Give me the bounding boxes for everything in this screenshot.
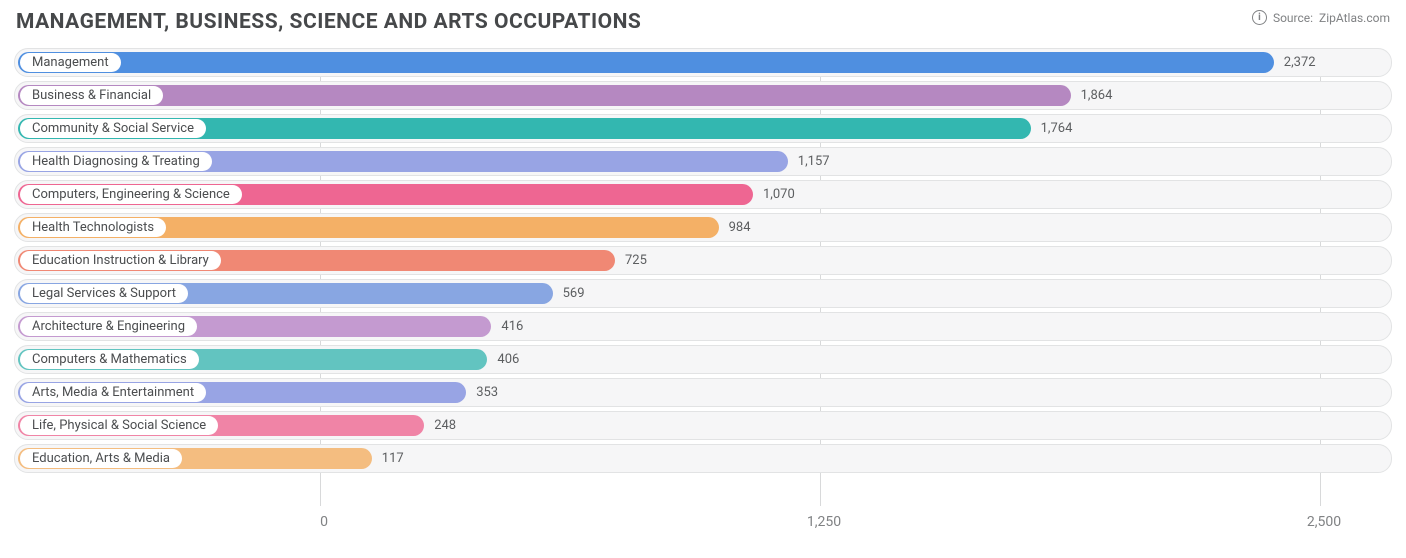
bar-value: 2,372 [1284, 55, 1316, 70]
bar-row: Health Diagnosing & Treating 1,157 [14, 147, 1392, 176]
bar-fill: Management2,372 [18, 52, 1274, 73]
bar-value: 1,764 [1041, 121, 1073, 136]
bar-label: Management [20, 53, 121, 72]
bar-label: Business & Financial [20, 86, 163, 105]
x-tick-label: 1,250 [807, 514, 841, 530]
bar-fill: Computers & Mathematics406 [18, 349, 487, 370]
bar-row: Computers, Engineering & Science 1,070 [14, 180, 1392, 209]
bar-value: 725 [625, 253, 647, 268]
source-prefix: Source: [1273, 11, 1313, 25]
bar-row: Education, Arts & Media 117 [14, 444, 1392, 473]
bar-fill: Education, Arts & Media117 [18, 448, 372, 469]
bar-row: Community & Social Service 1,764 [14, 114, 1392, 143]
x-tick-label: 0 [320, 514, 328, 530]
bar-value: 406 [497, 352, 519, 367]
bar-value: 984 [729, 220, 751, 235]
bar-label: Education Instruction & Library [20, 251, 221, 270]
bar-fill: Education Instruction & Library725 [18, 250, 615, 271]
bar-row: Arts, Media & Entertainment 353 [14, 378, 1392, 407]
bar-row: Education Instruction & Library 725 [14, 246, 1392, 275]
bar-label: Arts, Media & Entertainment [20, 383, 206, 402]
bar-label: Architecture & Engineering [20, 317, 197, 336]
bar-label: Health Technologists [20, 218, 166, 237]
bar-fill: Community & Social Service1,764 [18, 118, 1031, 139]
bar-value: 353 [476, 385, 498, 400]
bar-fill: Arts, Media & Entertainment353 [18, 382, 466, 403]
bar-value: 569 [563, 286, 585, 301]
bar-row: Life, Physical & Social Science 248 [14, 411, 1392, 440]
bar-value: 1,070 [763, 187, 795, 202]
bar-label: Computers & Mathematics [20, 350, 199, 369]
chart-header: MANAGEMENT, BUSINESS, SCIENCE AND ARTS O… [10, 8, 1396, 42]
bar-label: Community & Social Service [20, 119, 206, 138]
bar-label: Education, Arts & Media [20, 449, 182, 468]
bar-value: 1,864 [1081, 88, 1113, 103]
bar-value: 248 [434, 418, 456, 433]
bar-row: Architecture & Engineering 416 [14, 312, 1392, 341]
bar-value: 1,157 [798, 154, 830, 169]
bar-row: Computers & Mathematics 406 [14, 345, 1392, 374]
x-tick-label: 2,500 [1307, 514, 1341, 530]
chart-title: MANAGEMENT, BUSINESS, SCIENCE AND ARTS O… [16, 10, 641, 34]
bar-label: Computers, Engineering & Science [20, 185, 242, 204]
bar-fill: Legal Services & Support569 [18, 283, 553, 304]
bar-fill: Life, Physical & Social Science248 [18, 415, 424, 436]
source-name: ZipAtlas.com [1319, 11, 1390, 25]
bar-value: 117 [382, 451, 404, 466]
bar-label: Health Diagnosing & Treating [20, 152, 212, 171]
bars-container: Management 2,372 Business & Financial 1,864… [14, 48, 1392, 473]
bar-row: Management 2,372 [14, 48, 1392, 77]
chart-area: Management 2,372 Business & Financial 1,864… [10, 42, 1396, 534]
bar-label: Legal Services & Support [20, 284, 188, 303]
bar-row: Health Technologists 984 [14, 213, 1392, 242]
source-attribution: i Source: ZipAtlas.com [1252, 10, 1390, 25]
bar-fill: Computers, Engineering & Science1,070 [18, 184, 753, 205]
bar-row: Business & Financial 1,864 [14, 81, 1392, 110]
bar-fill: Health Technologists984 [18, 217, 719, 238]
bar-row: Legal Services & Support 569 [14, 279, 1392, 308]
bar-fill: Business & Financial1,864 [18, 85, 1071, 106]
bar-fill: Architecture & Engineering416 [18, 316, 491, 337]
bar-label: Life, Physical & Social Science [20, 416, 218, 435]
x-axis: 0 1,250 2,500 [14, 510, 1392, 534]
bar-fill: Health Diagnosing & Treating1,157 [18, 151, 788, 172]
info-icon: i [1252, 10, 1267, 25]
bar-value: 416 [501, 319, 523, 334]
